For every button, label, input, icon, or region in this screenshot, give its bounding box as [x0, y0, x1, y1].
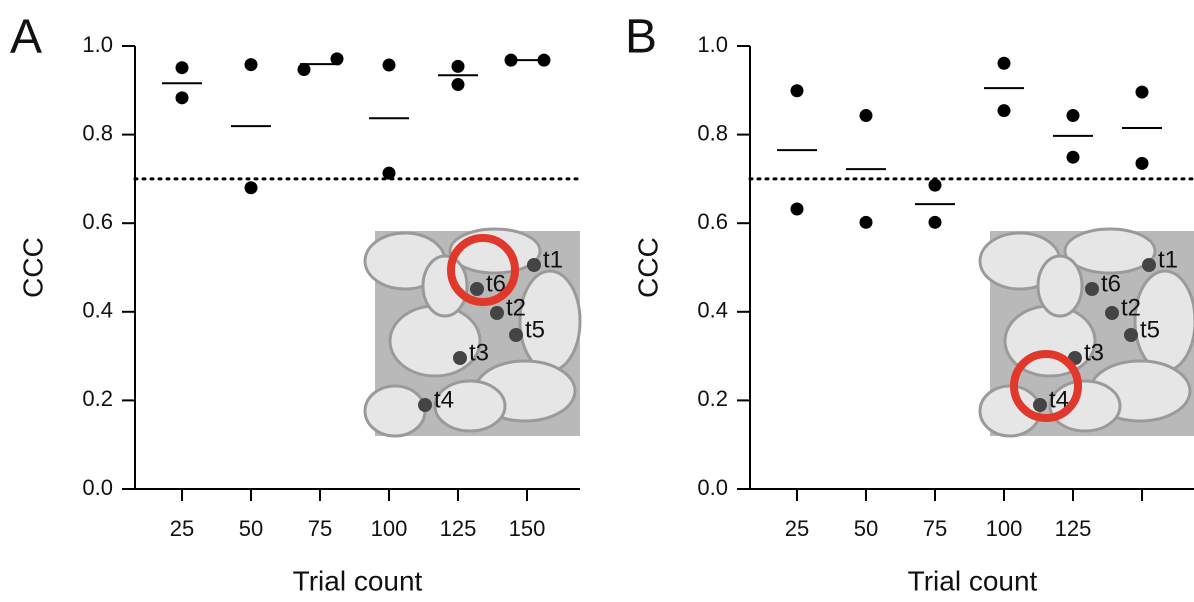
inset-texture — [421, 254, 469, 318]
y-tick-label: 0.2 — [697, 386, 728, 411]
inset-texture — [1036, 254, 1084, 318]
data-point — [382, 166, 396, 180]
y-tick-label: 1.0 — [82, 32, 113, 57]
x-tick-label: 100 — [986, 516, 1023, 541]
data-point — [997, 104, 1011, 118]
inset-texture — [448, 227, 542, 275]
inset-point-label: t4 — [434, 386, 454, 413]
x-tick-label: 25 — [785, 516, 809, 541]
panel-label: A — [10, 11, 42, 64]
inset-point-label: t5 — [1140, 316, 1160, 343]
inset-point — [1124, 328, 1138, 342]
inset-point-label: t1 — [543, 246, 563, 273]
y-tick-label: 0.6 — [697, 209, 728, 234]
inset: t1 t2 t3 t4 t5 t6 — [978, 227, 1194, 438]
x-tick-label: 100 — [371, 516, 408, 541]
y-axis-label: CCC — [632, 237, 663, 298]
inset-point — [490, 306, 504, 320]
y-tick-label: 0.8 — [697, 120, 728, 145]
x-tick-label: 50 — [239, 516, 263, 541]
y-tick-label: 0.6 — [82, 209, 113, 234]
y-tick-label: 0.4 — [697, 298, 728, 323]
data-point — [1135, 156, 1149, 170]
data-point — [790, 202, 804, 216]
data-point — [244, 58, 258, 72]
x-tick-label: 125 — [1055, 516, 1092, 541]
y-tick-label: 0.4 — [82, 298, 113, 323]
data-point — [1135, 85, 1149, 99]
data-point — [175, 61, 189, 75]
inset-texture — [433, 379, 507, 433]
inset-point-label: t2 — [506, 294, 526, 321]
inset: t1 t2 t3 t4 t5 t6 — [363, 227, 582, 438]
data-point — [859, 215, 873, 229]
x-tick-label: 75 — [308, 516, 332, 541]
y-tick-label: 1.0 — [697, 32, 728, 57]
data-point — [504, 53, 518, 67]
inset-point — [1033, 398, 1047, 412]
inset-point-label: t3 — [1084, 339, 1104, 366]
x-tick-label: 125 — [440, 516, 477, 541]
inset-point — [1142, 258, 1156, 272]
y-tick-label: 0.8 — [82, 120, 113, 145]
inset-texture — [388, 304, 482, 378]
data-point — [537, 53, 551, 67]
data-point — [244, 181, 258, 195]
inset-point-label: t3 — [469, 339, 489, 366]
inset-point-label: t6 — [1101, 270, 1121, 297]
inset-texture — [363, 384, 427, 438]
inset-point — [470, 282, 484, 296]
x-axis-label: Trial count — [293, 565, 423, 596]
inset-point-label: t2 — [1121, 294, 1141, 321]
y-tick-label: 0.2 — [82, 386, 113, 411]
inset-point-label: t5 — [525, 316, 545, 343]
data-point — [859, 109, 873, 123]
x-tick-label: 150 — [509, 516, 546, 541]
x-tick-label: 75 — [923, 516, 947, 541]
inset-point-label: t1 — [1158, 246, 1178, 273]
data-point — [382, 58, 396, 72]
y-tick-label: 0.0 — [697, 475, 728, 500]
inset-highlight — [447, 234, 519, 306]
inset-point — [527, 258, 541, 272]
data-point — [175, 91, 189, 105]
data-point — [997, 56, 1011, 70]
data-point — [1066, 109, 1080, 123]
inset-point — [509, 328, 523, 342]
data-point — [451, 59, 465, 73]
data-point — [790, 84, 804, 98]
inset-point — [453, 351, 467, 365]
y-tick-label: 0.0 — [82, 475, 113, 500]
inset-texture — [1048, 379, 1122, 433]
data-point — [928, 215, 942, 229]
data-point — [330, 52, 344, 66]
data-point — [297, 62, 311, 76]
inset-point — [1085, 282, 1099, 296]
panel-label: B — [625, 11, 657, 64]
inset-point-label: t4 — [1049, 386, 1069, 413]
inset-point — [1105, 306, 1119, 320]
data-point — [451, 78, 465, 92]
x-tick-label: 50 — [854, 516, 878, 541]
y-axis-label: CCC — [17, 237, 48, 298]
inset-point-label: t6 — [486, 270, 506, 297]
data-point — [928, 178, 942, 192]
data-point — [1066, 150, 1080, 164]
x-tick-label: 25 — [170, 516, 194, 541]
inset-highlight — [1010, 350, 1082, 422]
inset-point — [418, 398, 432, 412]
x-axis-label: Trial count — [908, 565, 1038, 596]
inset-texture — [1063, 227, 1157, 275]
